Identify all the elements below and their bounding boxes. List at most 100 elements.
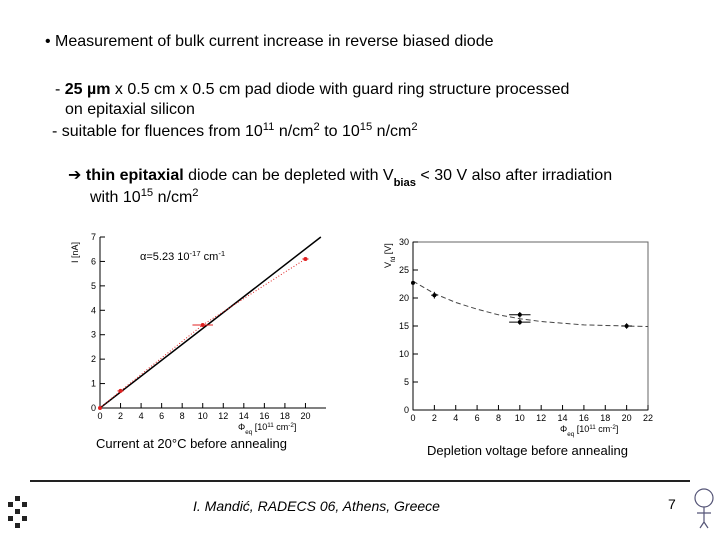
text-line: - 25 µm x 0.5 cm x 0.5 cm pad diode with… <box>55 81 569 98</box>
mascot <box>694 488 714 529</box>
x-axis-label: Φeq [1011 cm-2] <box>238 422 296 436</box>
text-line: - suitable for fluences from 1011 n/cm2 … <box>52 121 418 140</box>
x-tick-label: 8 <box>496 413 501 423</box>
data-point <box>432 293 437 298</box>
data-point <box>411 280 415 285</box>
footer-text: I. Mandić, RADECS 06, Athens, Greece <box>193 498 440 514</box>
text-segment: thin epitaxial <box>86 167 184 184</box>
text-segment: ➔ <box>68 167 86 184</box>
text-segment: n/cm <box>153 189 192 206</box>
annotation: α=5.23 10-17 cm-1 <box>140 249 225 264</box>
x-tick-label: 10 <box>198 411 208 421</box>
text-segment: -2 <box>288 422 294 429</box>
caption: Current at 20°C before annealing <box>96 436 287 451</box>
text-segment: 2 <box>192 187 198 199</box>
y-tick-label: 10 <box>399 349 409 359</box>
y-tick-label: 20 <box>399 293 409 303</box>
y-tick-label: 6 <box>91 256 96 266</box>
text-line: ➔ thin epitaxial diode can be depleted w… <box>68 167 612 189</box>
text-segment: [V] <box>383 243 393 257</box>
text-segment: [10 <box>574 424 589 434</box>
text-segment: ] <box>616 424 619 434</box>
data-point <box>624 324 629 328</box>
x-tick-label: 18 <box>280 411 290 421</box>
text-segment: Φ <box>560 424 567 434</box>
y-tick-label: 3 <box>91 330 96 340</box>
logo <box>8 496 27 528</box>
x-tick-label: 22 <box>643 413 653 423</box>
text-segment: ] <box>294 422 297 432</box>
text-segment: 2 <box>314 121 320 133</box>
y-tick-label: 25 <box>399 265 409 275</box>
x-tick-label: 6 <box>159 411 164 421</box>
x-tick-label: 12 <box>218 411 228 421</box>
y-tick-label: 30 <box>399 237 409 247</box>
text-segment: I [nA] <box>70 242 80 263</box>
fit-line <box>99 236 322 409</box>
y-tick-label: 7 <box>91 232 96 242</box>
x-tick-label: 4 <box>139 411 144 421</box>
x-tick-label: 10 <box>515 413 525 423</box>
text-segment: cm <box>201 251 219 263</box>
x-tick-label: 8 <box>180 411 185 421</box>
data-point <box>118 388 123 393</box>
data-point <box>517 320 522 325</box>
text-segment: V <box>383 262 393 268</box>
text-segment: - suitable for fluences from 10 <box>52 123 263 140</box>
x-tick-label: 14 <box>239 411 249 421</box>
x-tick-label: 20 <box>622 413 632 423</box>
x-tick-label: 16 <box>579 413 589 423</box>
text-segment: eq <box>245 429 253 436</box>
text-segment: -2 <box>610 424 616 431</box>
plot-area <box>412 241 649 411</box>
text-segment: eq <box>567 431 575 438</box>
data-point <box>303 256 308 261</box>
x-tick-label: 2 <box>432 413 437 423</box>
text-segment: < 30 V also after irradiation <box>416 167 612 184</box>
text-segment: on epitaxial silicon <box>65 101 195 118</box>
text-segment: cm <box>596 424 611 434</box>
text-segment: bias <box>394 177 416 189</box>
page-number: 7 <box>668 496 676 512</box>
x-tick-label: 2 <box>118 411 123 421</box>
y-tick-label: 1 <box>91 379 96 389</box>
data-point <box>517 312 522 317</box>
text-segment: 11 <box>263 121 275 133</box>
x-tick-label: 4 <box>453 413 458 423</box>
text-segment: 15 <box>360 121 372 133</box>
x-axis-label: Φeq [1011 cm-2] <box>560 424 618 438</box>
bullet: • Measurement of bulk current increase i… <box>45 33 494 50</box>
text-segment: fd <box>390 256 397 262</box>
text-segment: cm <box>274 422 289 432</box>
y-tick-label: 0 <box>91 403 96 413</box>
x-tick-label: 18 <box>600 413 610 423</box>
text-line: on epitaxial silicon <box>65 101 195 118</box>
y-tick-label: 15 <box>399 321 409 331</box>
x-tick-label: 16 <box>259 411 269 421</box>
text-segment: diode can be depleted with V <box>184 167 394 184</box>
x-tick-label: 6 <box>475 413 480 423</box>
y-tick-label: 5 <box>404 377 409 387</box>
text-segment: x 0.5 cm x 0.5 cm pad diode with guard r… <box>110 81 569 98</box>
caption: Depletion voltage before annealing <box>427 443 628 458</box>
text-segment: -1 <box>218 249 225 258</box>
text-segment: 15 <box>141 187 153 199</box>
y-tick-label: 2 <box>91 354 96 364</box>
text-line: with 1015 n/cm2 <box>89 187 199 206</box>
x-tick-label: 20 <box>300 411 310 421</box>
text-segment: to 10 <box>320 123 360 140</box>
text-segment: α=5.23 10 <box>140 251 189 263</box>
text-segment: -17 <box>189 249 200 258</box>
y-tick-label: 5 <box>91 281 96 291</box>
y-tick-label: 0 <box>404 405 409 415</box>
text-segment: 11 <box>267 422 274 429</box>
x-tick-label: 12 <box>536 413 546 423</box>
text-segment: 25 µm <box>65 81 111 98</box>
x-tick-label: 14 <box>558 413 568 423</box>
text-segment: Φ <box>238 422 245 432</box>
fit-line <box>412 280 649 328</box>
y-tick-label: 4 <box>91 305 96 315</box>
text-segment: - <box>55 81 65 98</box>
text-segment: n/cm <box>372 123 411 140</box>
